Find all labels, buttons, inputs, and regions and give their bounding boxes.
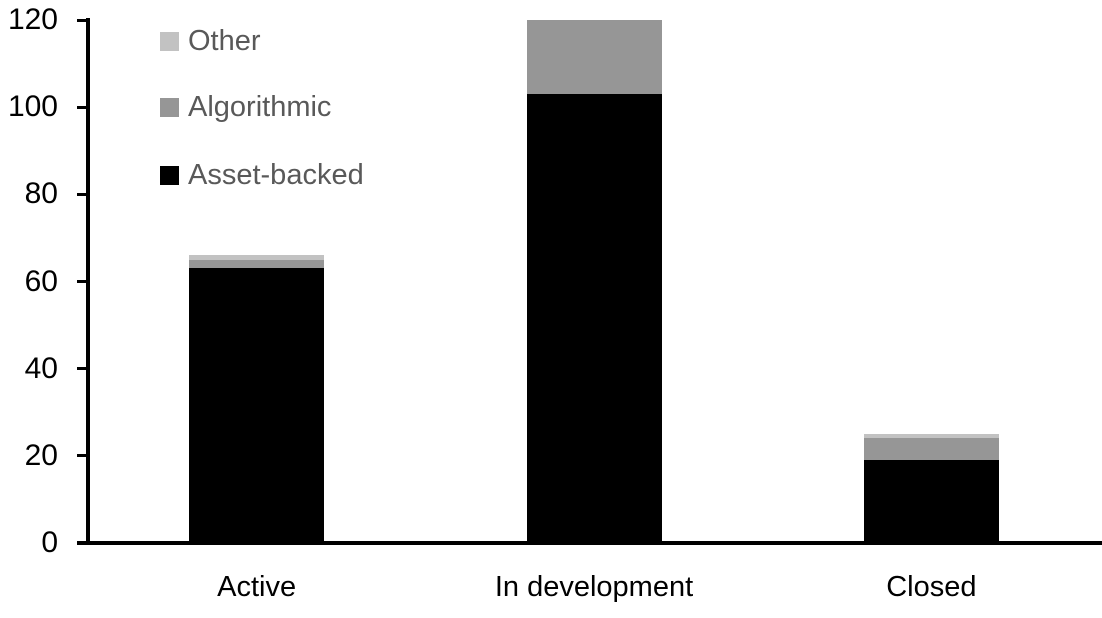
y-tick-label: 0 [41,526,58,559]
y-tick-mark [77,280,88,283]
x-axis-label: Active [217,571,297,603]
y-tick-mark [77,192,88,196]
y-tick-mark [77,18,88,22]
x-axis-label: Closed [886,571,977,603]
y-tick-mark [77,367,88,371]
bar-segment-other [863,434,999,439]
bar-segment-algorithmic [863,438,999,461]
legend-item-label: Other [188,25,261,57]
bar-segment-asset-backed [863,460,999,543]
legend-item-algorithmic: Algorithmic [160,93,331,122]
y-tick-label: 40 [24,351,58,385]
x-axis-line [77,541,1102,545]
y-tick-label: 100 [7,90,58,124]
bar-segment-algorithmic [189,259,325,269]
legend-item-other: Other [160,27,261,56]
y-axis-line [86,18,90,545]
y-tick-mark [77,454,88,458]
y-tick-label: 60 [24,264,58,298]
y-tick-label: 120 [7,3,58,36]
x-axis-label: In development [494,571,694,603]
y-tick-mark [77,105,88,109]
legend-item-label: Algorithmic [188,91,332,123]
legend-swatch-icon [160,166,179,185]
bar-segment-algorithmic [526,20,662,95]
bar-segment-other [189,255,325,260]
y-tick-label: 20 [24,438,58,472]
bar-segment-asset-backed [189,268,325,543]
legend-item-label: Asset-backed [188,159,364,191]
y-tick-mark [77,541,88,545]
legend-swatch-icon [160,32,179,51]
legend-swatch-icon [160,98,179,117]
legend-item-asset-backed: Asset-backed [160,161,364,190]
y-tick-label: 80 [24,177,58,211]
bar-segment-asset-backed [526,94,662,543]
